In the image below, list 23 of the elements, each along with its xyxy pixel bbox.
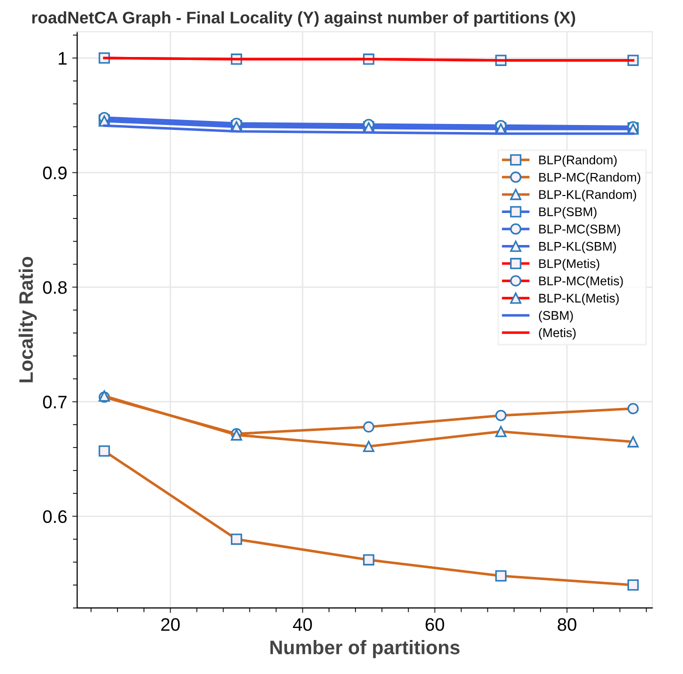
legend-label: BLP-MC(SBM) xyxy=(539,224,620,236)
legend-label: BLP-MC(Metis) xyxy=(539,276,623,288)
legend-label: (SBM) xyxy=(538,310,573,322)
legend-label: (Metis) xyxy=(538,328,576,340)
y-tick-label: 0.8 xyxy=(43,281,67,294)
legend-label: BLP-KL(Metis) xyxy=(539,293,619,306)
y-tick-label: 0.7 xyxy=(43,396,67,408)
chart-title: roadNetCA Graph - Final Locality (Y) against number of partitions (X) xyxy=(32,11,576,27)
legend-label: BLP-MC(Random) xyxy=(539,172,640,184)
legend-label: BLP(Metis) xyxy=(539,258,600,271)
x-axis-title: Number of partitions xyxy=(270,640,460,658)
x-tick-label: 80 xyxy=(558,618,576,631)
legend-label: BLP-KL(SBM) xyxy=(539,242,616,254)
legend-label: BLP(SBM) xyxy=(539,207,596,219)
legend-label: BLP(Random) xyxy=(539,155,617,167)
x-tick-label: 40 xyxy=(292,618,312,631)
y-tick-label: 0.9 xyxy=(43,166,67,180)
y-tick-label: 0.6 xyxy=(43,510,67,524)
x-tick-label: 60 xyxy=(426,618,444,631)
x-tick-label: 20 xyxy=(161,618,180,631)
y-axis-title: Locality Ratio xyxy=(18,256,37,382)
y-tick-label: 1 xyxy=(58,52,67,65)
legend-label: BLP-KL(Random) xyxy=(539,190,636,202)
